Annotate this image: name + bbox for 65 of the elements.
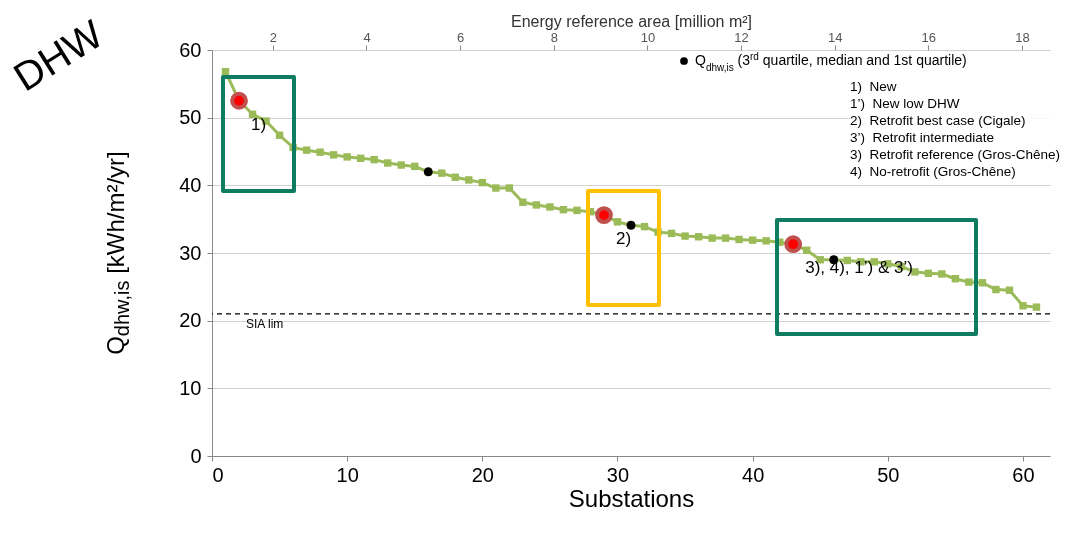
point xyxy=(302,146,311,154)
annotation: 2) Retrofit best case (Cigale) xyxy=(850,112,1027,129)
x-tick-label: 60 xyxy=(1012,463,1035,486)
x-tick-label: 50 xyxy=(877,463,900,486)
annotation: 3) Retrofit reference (Gros-Chêne) xyxy=(850,146,1062,163)
y-tick-label: 0 xyxy=(190,444,202,467)
point xyxy=(748,236,757,244)
point xyxy=(505,184,514,192)
point xyxy=(992,285,1000,294)
point xyxy=(438,169,446,177)
point xyxy=(329,151,338,159)
x-tick-label: 0 xyxy=(212,463,224,486)
y-tick-label: 50 xyxy=(179,106,202,129)
y-tick-label: 10 xyxy=(179,376,202,399)
x2-axis-title: Energy reference area [million m²] xyxy=(511,12,752,30)
x-tick-label: 20 xyxy=(471,463,494,486)
point xyxy=(370,155,378,164)
point xyxy=(735,235,743,244)
point xyxy=(316,148,324,156)
x2-tick-label: 10 xyxy=(640,29,656,45)
x2-tick-label: 8 xyxy=(550,29,558,45)
point xyxy=(1019,302,1027,310)
point xyxy=(343,153,351,161)
point xyxy=(721,234,730,242)
point xyxy=(965,278,973,286)
point xyxy=(938,270,946,278)
annotation: 3’) Retrofit intermediate xyxy=(850,129,996,146)
x2-tick-label: 12 xyxy=(734,29,749,45)
point xyxy=(708,234,716,242)
legend-label: Q$_{dhw,is}$ (3$^{rd}$ quartile, median and 1st quartile) xyxy=(695,50,967,73)
y-tick-label: 60 xyxy=(179,38,202,61)
annotation: 1’) New low DHW xyxy=(850,95,961,112)
point xyxy=(492,184,500,192)
point xyxy=(613,218,622,226)
annotation: 1) New xyxy=(850,78,898,95)
point xyxy=(1032,303,1041,311)
x-tick-label: 10 xyxy=(336,463,359,486)
y-tick-label: 30 xyxy=(179,241,202,264)
point xyxy=(532,201,541,209)
y-tick-label: 20 xyxy=(179,309,202,332)
point xyxy=(595,206,613,224)
point xyxy=(784,235,803,254)
x2-tick-label: 14 xyxy=(827,29,843,45)
annotation: 1) xyxy=(251,114,267,134)
y-tick-label: 40 xyxy=(179,173,202,196)
x2-tick-label: 4 xyxy=(363,29,371,45)
point xyxy=(397,161,405,169)
point xyxy=(465,176,473,184)
point xyxy=(230,91,248,110)
point xyxy=(762,237,770,245)
x-axis-title: Substations xyxy=(568,484,695,512)
x2-tick-label: 2 xyxy=(269,29,277,45)
ref-line-label: SIA lim xyxy=(246,316,284,331)
x2-tick-label: 18 xyxy=(1015,29,1030,45)
annotation: 2) xyxy=(615,229,632,249)
point xyxy=(519,198,527,206)
x-tick-label: 30 xyxy=(606,463,630,486)
point xyxy=(681,232,689,240)
point xyxy=(384,159,392,167)
x2-tick-label: 6 xyxy=(457,29,465,45)
x-tick-label: 40 xyxy=(742,463,765,486)
annotation: 4) No-retrofit (Gros-Chêne) xyxy=(850,163,1017,180)
point xyxy=(546,203,554,211)
x2-tick-label: 16 xyxy=(921,29,937,45)
point xyxy=(573,206,581,215)
